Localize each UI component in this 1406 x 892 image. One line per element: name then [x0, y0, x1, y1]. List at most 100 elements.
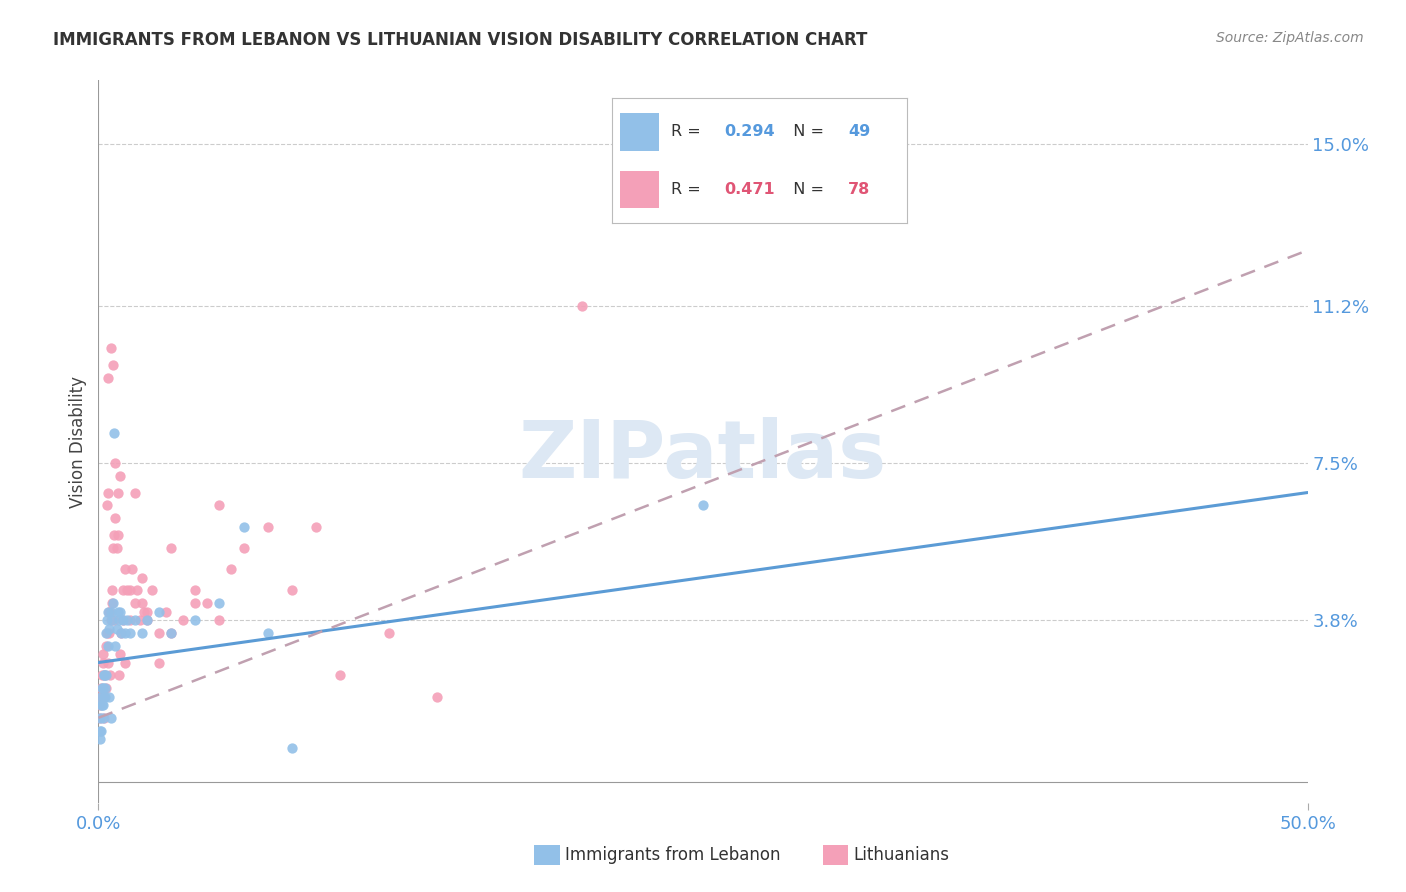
Text: N =: N = — [783, 124, 830, 139]
Point — [108, 605, 131, 619]
Point — [118, 613, 141, 627]
Point — [98, 668, 121, 682]
Text: Immigrants from Lebanon: Immigrants from Lebanon — [565, 846, 780, 863]
Point — [91, 668, 114, 682]
Point — [110, 625, 132, 640]
Point — [89, 711, 111, 725]
Point — [97, 605, 120, 619]
Point — [96, 625, 118, 640]
Point — [93, 690, 115, 704]
Point — [155, 605, 177, 619]
Point — [101, 596, 124, 610]
Point — [118, 625, 141, 640]
Point — [232, 541, 254, 555]
Point — [90, 723, 112, 738]
Point — [426, 690, 449, 704]
Point — [131, 570, 153, 584]
Point — [111, 583, 134, 598]
Point — [135, 613, 157, 627]
Point — [148, 605, 170, 619]
Point — [135, 613, 157, 627]
Point — [377, 625, 399, 640]
Point — [96, 681, 118, 695]
Point — [90, 690, 112, 704]
Point — [100, 341, 122, 355]
Point — [104, 639, 127, 653]
Point — [111, 613, 134, 627]
Text: Source: ZipAtlas.com: Source: ZipAtlas.com — [1216, 31, 1364, 45]
Point — [114, 656, 136, 670]
Point — [104, 511, 127, 525]
Text: 49: 49 — [848, 124, 870, 139]
Point — [94, 639, 117, 653]
Point — [105, 622, 128, 636]
Point — [89, 723, 111, 738]
Point — [100, 711, 122, 725]
Point — [232, 519, 254, 533]
Point — [96, 498, 118, 512]
Point — [110, 625, 132, 640]
Point — [148, 656, 170, 670]
Point — [100, 613, 122, 627]
Text: 0.294: 0.294 — [724, 124, 775, 139]
Point — [90, 690, 112, 704]
Point — [97, 656, 120, 670]
Point — [89, 732, 111, 747]
Point — [101, 541, 124, 555]
Point — [108, 668, 131, 682]
Point — [121, 562, 143, 576]
Point — [105, 541, 128, 555]
Point — [90, 681, 112, 695]
Point — [93, 711, 115, 725]
Point — [97, 371, 120, 385]
Bar — [620, 113, 659, 151]
Point — [692, 158, 714, 172]
Point — [127, 583, 149, 598]
Y-axis label: Vision Disability: Vision Disability — [69, 376, 87, 508]
Point — [160, 625, 183, 640]
Point — [108, 468, 131, 483]
Point — [91, 711, 114, 725]
Point — [103, 613, 125, 627]
Point — [97, 625, 120, 640]
Point — [281, 583, 304, 598]
Point — [256, 625, 278, 640]
Point — [96, 668, 118, 682]
Point — [103, 425, 125, 440]
Point — [184, 613, 207, 627]
Point — [91, 698, 114, 712]
Point — [90, 698, 112, 712]
Point — [256, 519, 278, 533]
Point — [100, 583, 122, 598]
Point — [89, 698, 111, 712]
Point — [93, 668, 115, 682]
Point — [281, 740, 304, 755]
Point — [94, 690, 117, 704]
Point — [96, 613, 118, 627]
Text: R =: R = — [671, 182, 706, 197]
Point — [93, 690, 115, 704]
Point — [101, 358, 124, 372]
Point — [108, 647, 131, 661]
Point — [98, 605, 121, 619]
Point — [134, 605, 156, 619]
Point — [111, 613, 134, 627]
Point — [97, 485, 120, 500]
Point — [94, 625, 117, 640]
Point — [117, 583, 139, 598]
Point — [135, 605, 157, 619]
Point — [93, 668, 115, 682]
Point — [184, 596, 207, 610]
Point — [208, 498, 231, 512]
Point — [104, 456, 127, 470]
Bar — [620, 170, 659, 208]
Point — [103, 528, 125, 542]
Point — [100, 596, 122, 610]
Point — [89, 711, 111, 725]
Point — [208, 596, 231, 610]
Point — [131, 625, 153, 640]
Point — [94, 668, 117, 682]
Point — [571, 299, 593, 313]
Point — [329, 668, 352, 682]
Point — [141, 583, 163, 598]
